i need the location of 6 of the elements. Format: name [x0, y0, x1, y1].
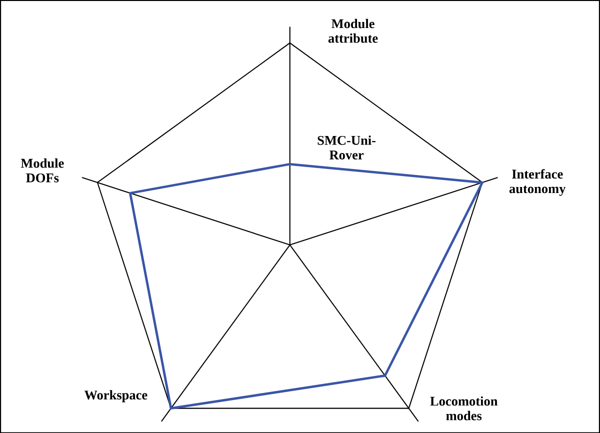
spoke-label: Module DOFs — [20, 158, 64, 182]
spoke-label: Workspace — [84, 390, 148, 402]
series-label: SMC-Uni-Rover — [318, 135, 376, 160]
spoke-label: Interface autonomy — [509, 168, 566, 196]
spoke-label: Locomotion modes — [430, 396, 498, 420]
spoke-label: Module attribute — [328, 18, 378, 43]
